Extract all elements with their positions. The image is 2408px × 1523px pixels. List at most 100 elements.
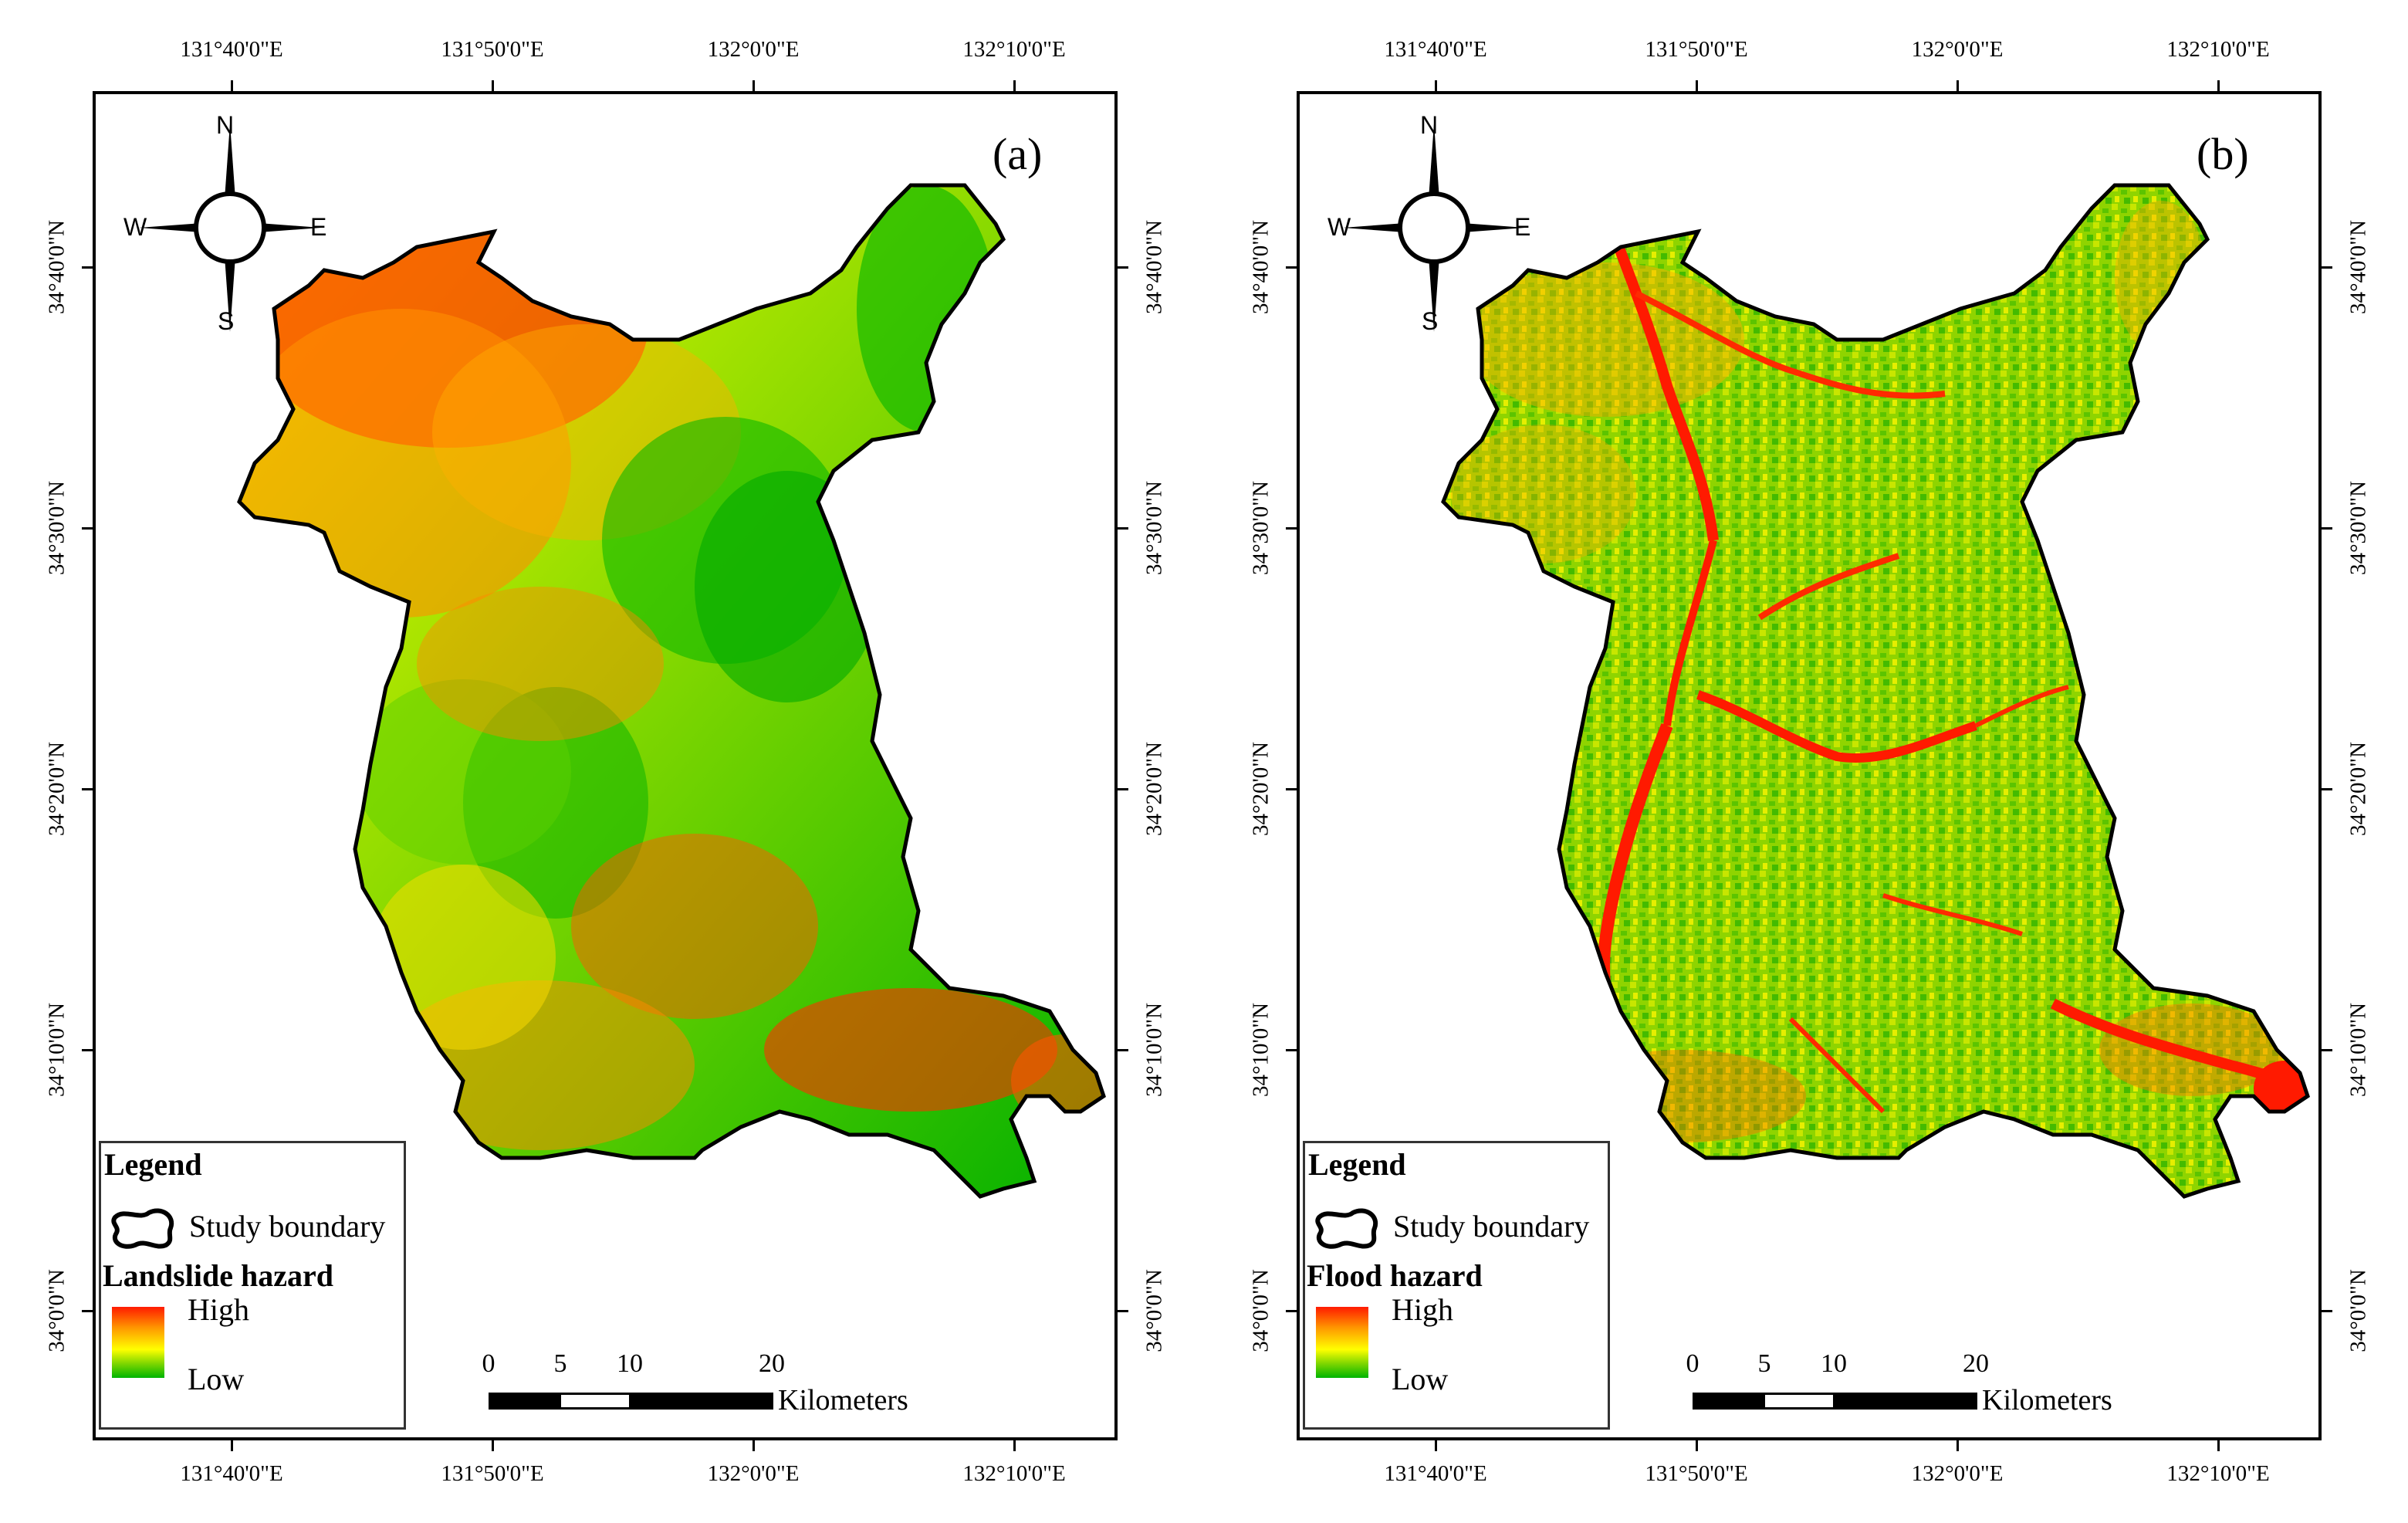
bottom-tick-label: 131°50'0"E [1645, 1461, 1748, 1486]
frame-tick [231, 80, 233, 91]
legend-low-label: Low [1392, 1362, 1449, 1396]
frame-tick [1118, 1049, 1128, 1051]
hazard-map-flood [1441, 183, 2310, 1199]
hazard-color-ramp [112, 1307, 164, 1378]
frame-tick [1435, 1440, 1437, 1451]
scale-tick: 20 [759, 1349, 785, 1378]
frame-tick [492, 80, 494, 91]
frame-tick [1118, 266, 1128, 269]
frame-tick [82, 788, 93, 790]
scale-unit: Kilometers [1982, 1384, 2112, 1416]
scale-segment [1693, 1393, 1765, 1410]
frame-tick [1696, 80, 1698, 91]
scale-segment [1763, 1393, 1835, 1410]
bottom-tick-label: 132°10'0"E [962, 1461, 1066, 1486]
legend-boundary-label: Study boundary [189, 1209, 386, 1244]
scale-segment [489, 1393, 561, 1410]
legend-hazard-title: Flood hazard [1307, 1258, 1483, 1293]
frame-tick [492, 1440, 494, 1451]
frame-tick [1118, 1310, 1128, 1312]
frame-tick [1286, 266, 1297, 269]
frame-tick [1286, 1049, 1297, 1051]
frame-tick [1286, 527, 1297, 530]
bottom-tick-label: 132°10'0"E [2166, 1461, 2270, 1486]
hazard-map-landslide [237, 183, 1106, 1199]
top-tick-label: 131°40'0"E [180, 37, 283, 62]
legend-boundary-label: Study boundary [1393, 1209, 1590, 1244]
frame-tick [2322, 1310, 2332, 1312]
map-panel-a: 131°40'0"E 131°50'0"E 132°0'0"E 132°10'0… [45, 37, 1167, 1486]
scale-tick: 0 [1686, 1349, 1699, 1378]
frame-tick [1013, 1440, 1016, 1451]
compass-west: W [1327, 213, 1351, 241]
scale-segment [630, 1393, 773, 1410]
scale-tick: 0 [482, 1349, 495, 1378]
compass-rose: N S W E [123, 111, 332, 340]
frame-tick [1956, 80, 1959, 91]
frame-tick [1118, 527, 1128, 530]
scale-unit: Kilometers [778, 1384, 908, 1416]
study-boundary-icon [111, 1208, 174, 1249]
frame-tick [2217, 1440, 2220, 1451]
map-panel-b: 131°40'0"E 131°50'0"E 132°0'0"E 132°10'0… [1204, 0, 2408, 1523]
study-boundary-outline [1441, 183, 2310, 1199]
compass-east: E [310, 213, 327, 241]
legend-hazard-title: Landslide hazard [103, 1258, 333, 1293]
scale-segment [1834, 1393, 1977, 1410]
study-boundary-outline [237, 183, 1106, 1199]
top-tick-label: 132°0'0"E [707, 37, 800, 62]
panel-label: (a) [993, 129, 1043, 179]
compass-east: E [1514, 213, 1531, 241]
scale-tick: 10 [1821, 1349, 1847, 1378]
top-tick-label: 131°50'0"E [441, 37, 544, 62]
legend-title: Legend [104, 1147, 202, 1182]
panel-label: (b) [2197, 129, 2249, 179]
compass-west: W [123, 213, 147, 241]
frame-tick [82, 1310, 93, 1312]
frame-tick [1956, 1440, 1959, 1451]
compass-north: N [1420, 111, 1439, 139]
frame-tick [1435, 80, 1437, 91]
top-tick-label: 132°10'0"E [2166, 37, 2270, 62]
top-tick-label: 131°40'0"E [1384, 37, 1487, 62]
frame-tick [1118, 788, 1128, 790]
study-boundary-icon [1315, 1208, 1378, 1249]
frame-tick [2322, 266, 2332, 269]
map-frame [93, 91, 1118, 1440]
scale-bar: 0 5 10 20 Kilometers [1686, 1349, 2153, 1427]
frame-tick [1286, 788, 1297, 790]
bottom-tick-label: 131°40'0"E [180, 1461, 283, 1486]
top-tick-label: 131°50'0"E [1645, 37, 1748, 62]
legend-box: Legend Study boundary Landslide hazard H… [99, 1141, 406, 1430]
legend-box: Legend Study boundary Flood hazard High … [1303, 1141, 1610, 1430]
top-tick-label: 132°10'0"E [962, 37, 1066, 62]
scale-bar: 0 5 10 20 Kilometers [482, 1349, 949, 1427]
frame-tick [2322, 788, 2332, 790]
frame-tick [752, 1440, 755, 1451]
frame-tick [1696, 1440, 1698, 1451]
compass-north: N [216, 111, 235, 139]
frame-tick [2322, 527, 2332, 530]
top-tick-label: 132°0'0"E [1911, 37, 2004, 62]
compass-south: S [218, 307, 235, 335]
scale-tick: 10 [617, 1349, 643, 1378]
compass-rose: N S W E [1327, 111, 1536, 340]
frame-tick [82, 266, 93, 269]
bottom-tick-label: 132°0'0"E [1911, 1461, 2004, 1486]
frame-tick [2217, 80, 2220, 91]
frame-tick [82, 1049, 93, 1051]
legend-high-label: High [1392, 1292, 1453, 1327]
frame-tick [231, 1440, 233, 1451]
frame-tick [82, 527, 93, 530]
compass-icon [139, 124, 321, 332]
legend-high-label: High [188, 1292, 249, 1327]
hazard-color-ramp [1316, 1307, 1368, 1378]
frame-tick [1286, 1310, 1297, 1312]
frame-tick [752, 80, 755, 91]
frame-tick [2322, 1049, 2332, 1051]
scale-tick: 5 [1757, 1349, 1771, 1378]
compass-south: S [1422, 307, 1439, 335]
frame-tick [1013, 80, 1016, 91]
bottom-tick-label: 131°40'0"E [1384, 1461, 1487, 1486]
scale-tick: 20 [1963, 1349, 1989, 1378]
